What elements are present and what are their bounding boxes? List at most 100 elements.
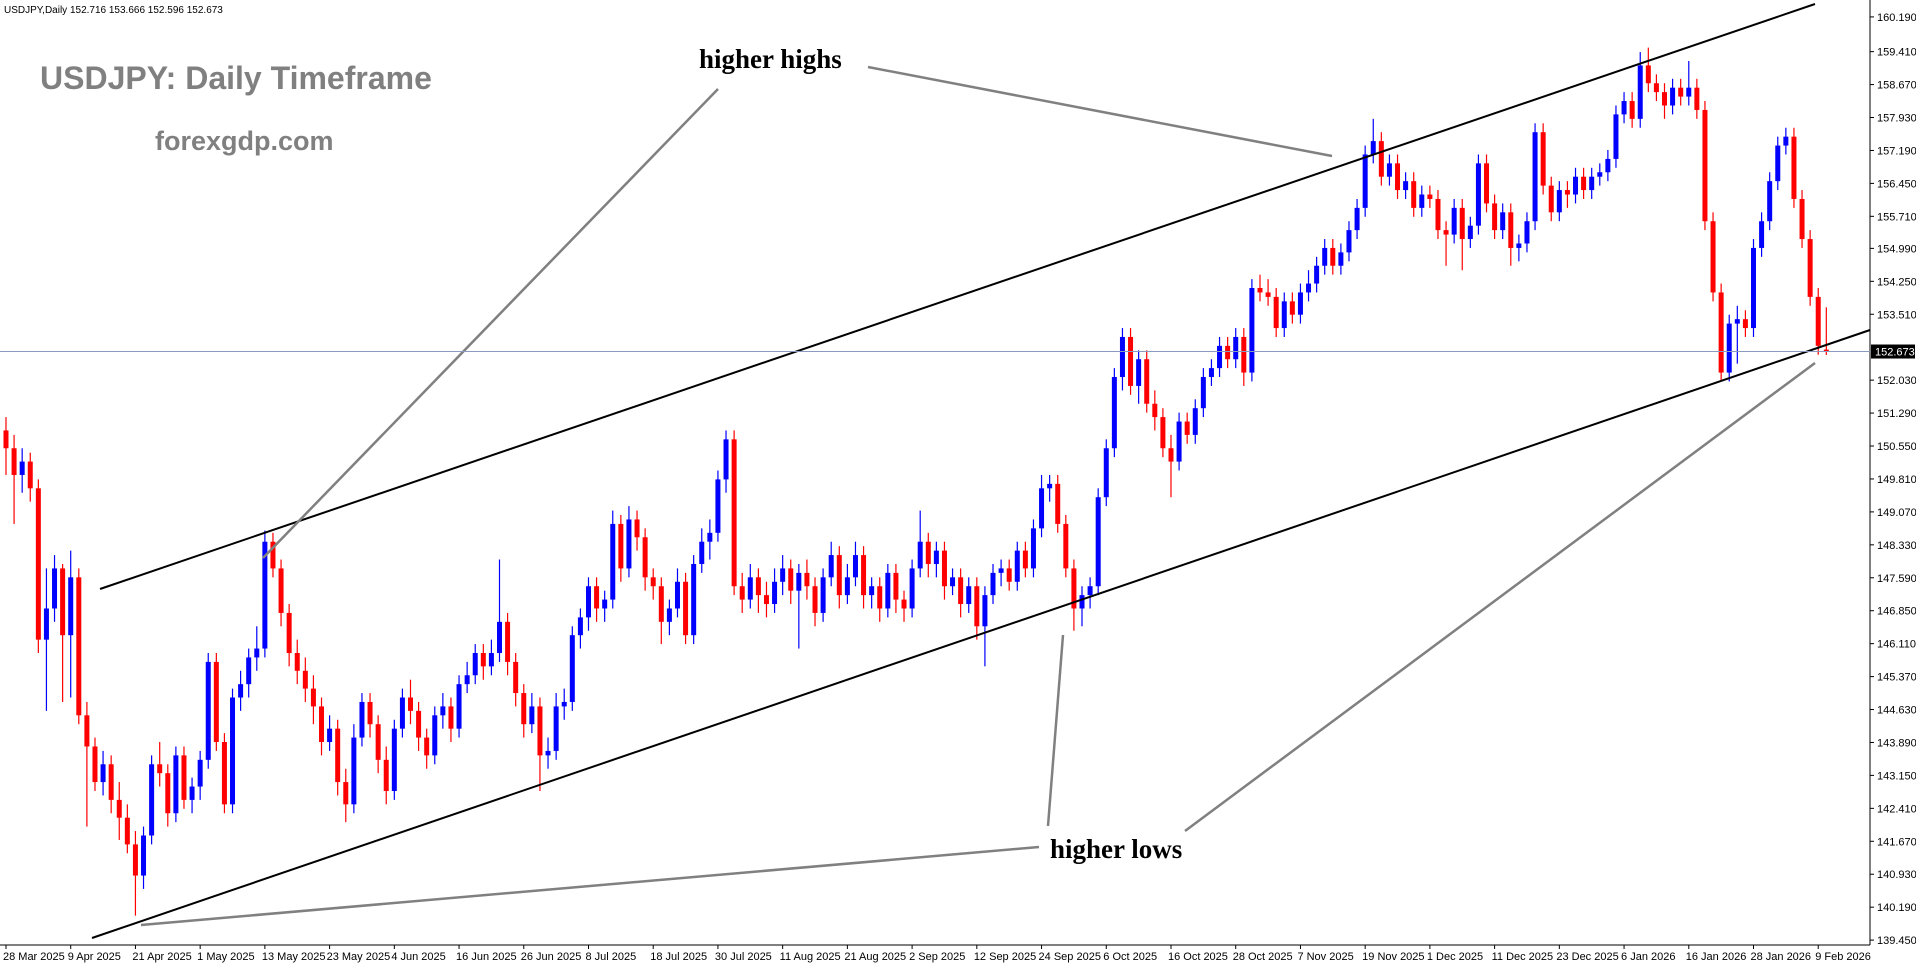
candle-body <box>278 568 284 613</box>
candle-body <box>513 661 519 694</box>
candle-body <box>1014 550 1020 582</box>
candle-body <box>1039 488 1045 529</box>
candle-body <box>1742 319 1748 329</box>
candle-body <box>416 710 422 738</box>
candle-body <box>1750 247 1756 329</box>
y-tick-label: 146.850 <box>1877 606 1916 618</box>
candle-body <box>966 586 972 605</box>
candle-body <box>901 599 907 609</box>
y-tick-label: 154.250 <box>1877 276 1916 288</box>
candle-body <box>1767 181 1773 222</box>
candle-body <box>1548 185 1554 213</box>
candle-body <box>408 697 414 711</box>
candle-body <box>157 764 163 774</box>
candle-body <box>1451 207 1457 235</box>
candle-body <box>594 586 600 609</box>
y-tick-label: 156.450 <box>1877 178 1916 190</box>
candle-body <box>1815 296 1821 346</box>
candle-body <box>1467 225 1473 240</box>
candle-body <box>456 684 462 729</box>
annotation: higher highs <box>699 44 842 74</box>
candle-body <box>1306 283 1312 293</box>
candle-body <box>1573 176 1579 195</box>
x-tick-label: 11 Aug 2025 <box>780 951 841 963</box>
candle-body <box>521 693 527 725</box>
candle-body <box>715 479 721 533</box>
pointer-line <box>140 845 1040 927</box>
x-tick-label: 16 Jun 2025 <box>456 951 517 963</box>
candle-body <box>141 835 147 876</box>
candle-body <box>618 523 624 569</box>
candle-body <box>658 586 664 622</box>
candle-body <box>1006 568 1012 582</box>
candle-body <box>1613 114 1619 159</box>
candle-body <box>165 773 171 814</box>
candle-body <box>731 439 737 587</box>
candle-body <box>149 764 155 836</box>
candle-body <box>1508 212 1514 248</box>
candle-body <box>1136 359 1142 386</box>
y-tick-label: 158.670 <box>1877 80 1916 92</box>
candle-body <box>1265 292 1271 297</box>
candle-body <box>1694 87 1700 110</box>
x-tick-label: 4 Jun 2025 <box>391 951 445 963</box>
x-tick-label: 28 Jan 2026 <box>1750 951 1811 963</box>
y-tick-label: 152.030 <box>1877 375 1916 387</box>
x-tick-label: 23 Dec 2025 <box>1556 951 1618 963</box>
candle-body <box>43 608 49 640</box>
x-tick-label: 16 Jan 2026 <box>1686 951 1747 963</box>
candle-body <box>1257 287 1263 293</box>
x-tick-label: 28 Oct 2025 <box>1233 951 1293 963</box>
y-tick-label: 155.710 <box>1877 211 1916 223</box>
candle-body <box>642 537 648 578</box>
chart-title: USDJPY: Daily Timeframe <box>40 60 432 96</box>
candle-body <box>1532 132 1538 222</box>
candle-body <box>1063 523 1069 569</box>
candle-body <box>52 568 58 609</box>
candle-body <box>1160 417 1166 449</box>
candle-body <box>488 652 494 667</box>
candle-body <box>1322 247 1328 266</box>
pointer-line <box>1184 361 1816 833</box>
candle-body <box>11 448 17 475</box>
candle-body <box>1362 154 1368 208</box>
candle-body <box>763 595 769 605</box>
candle-body <box>1289 301 1295 315</box>
candle-body <box>1484 163 1490 204</box>
x-tick-label: 16 Oct 2025 <box>1168 951 1228 963</box>
candle-body <box>1338 252 1344 266</box>
annotation: higher lows <box>1050 834 1182 864</box>
y-tick-label: 149.810 <box>1877 474 1916 486</box>
candle-body <box>246 657 252 685</box>
x-tick-label: 12 Sep 2025 <box>974 951 1036 963</box>
candle-body <box>666 608 672 622</box>
candle-body <box>1411 181 1417 208</box>
candle-body <box>1403 181 1409 191</box>
y-tick-label: 157.190 <box>1877 145 1916 157</box>
candle-body <box>1500 212 1506 231</box>
candle-body <box>1370 141 1376 155</box>
candle-body <box>974 586 980 627</box>
candle-body <box>828 555 834 578</box>
candle-body <box>19 461 25 475</box>
candle-body <box>1297 292 1303 315</box>
x-tick-label: 7 Nov 2025 <box>1297 951 1353 963</box>
chart-subtitle: forexgdp.com <box>155 126 334 156</box>
y-tick-label: 160.190 <box>1877 12 1916 24</box>
candle-body <box>1605 158 1611 173</box>
candle-body <box>852 555 858 578</box>
y-tick-label: 145.370 <box>1877 672 1916 684</box>
candle-body <box>1168 448 1174 462</box>
candle-body <box>1103 448 1109 498</box>
candle-body <box>1807 239 1813 297</box>
candle-body <box>780 568 786 582</box>
candle-body <box>1629 101 1635 119</box>
y-tick-label: 142.410 <box>1877 803 1916 815</box>
candles <box>3 47 1829 916</box>
x-tick-label: 26 Jun 2025 <box>521 951 582 963</box>
x-tick-label: 18 Jul 2025 <box>650 951 707 963</box>
candle-body <box>739 586 745 600</box>
candle-body <box>650 577 656 587</box>
candle-body <box>893 572 899 600</box>
candle-body <box>319 706 325 743</box>
